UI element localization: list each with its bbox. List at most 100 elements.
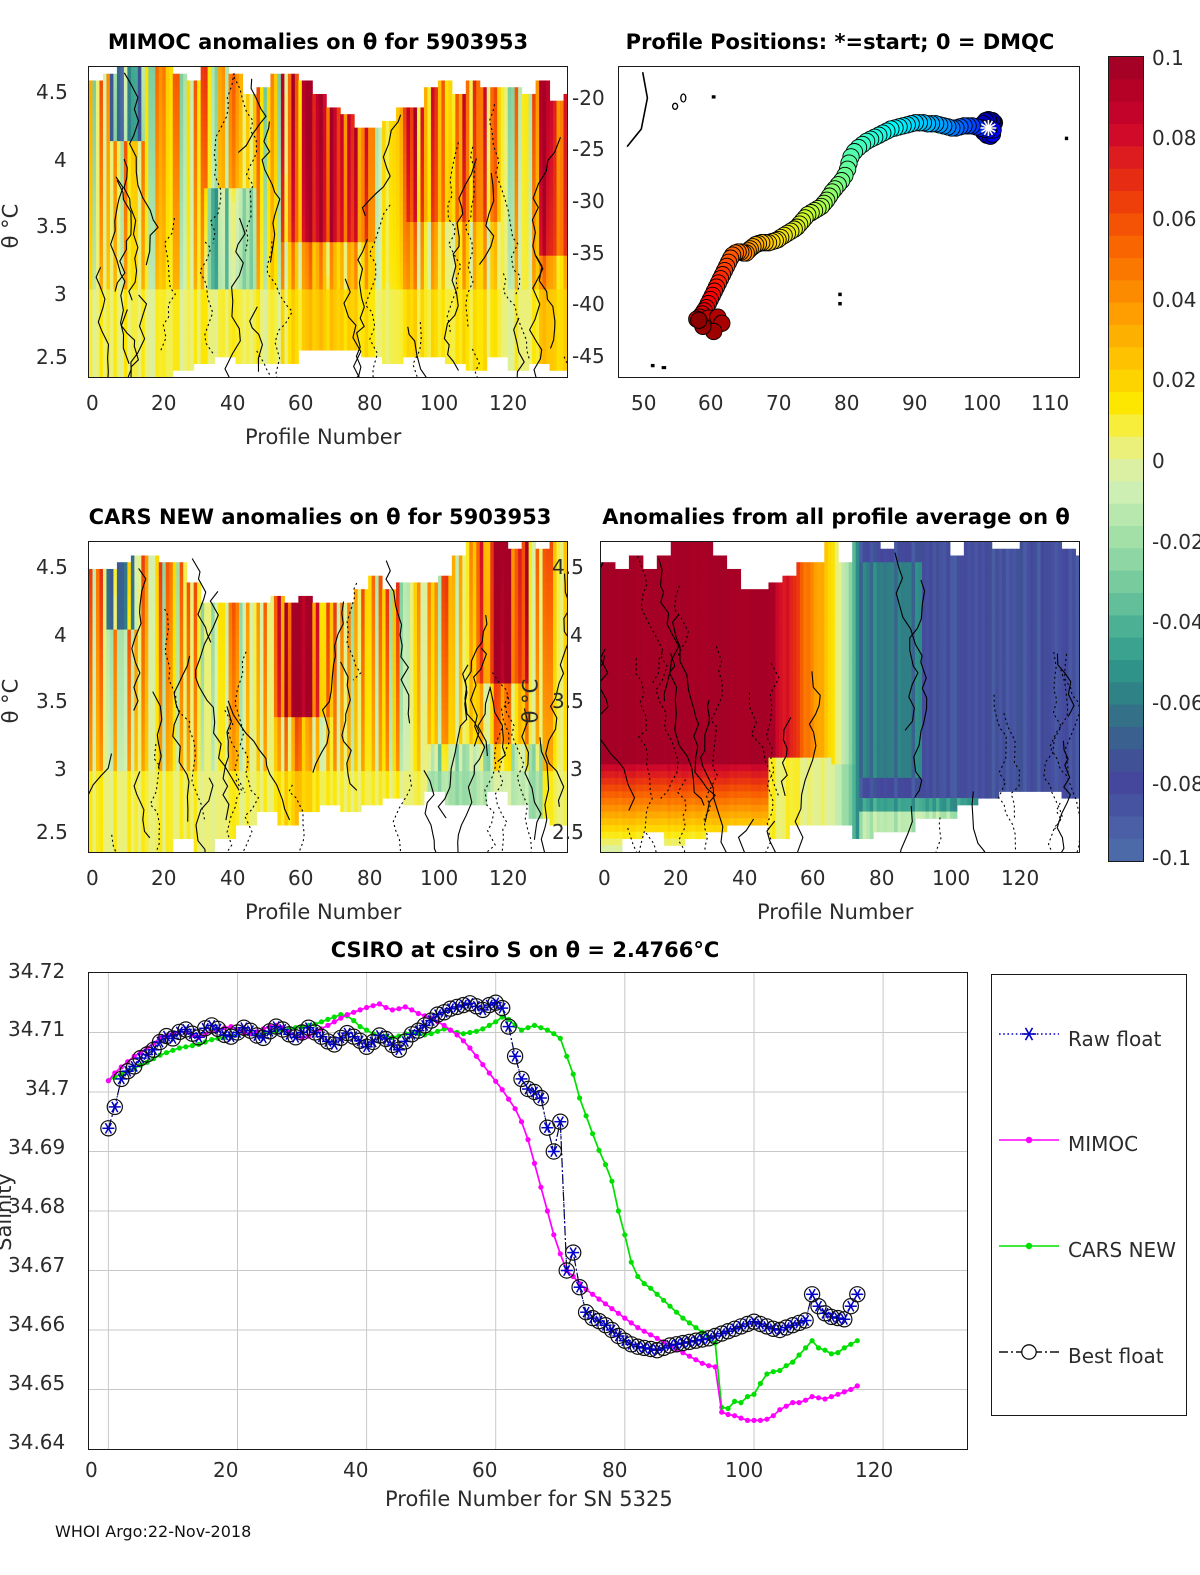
legend-samples [999, 1027, 1059, 1360]
panel4-title: Anomalies from all profile average on θ [602, 505, 1070, 529]
panel5-ytick: 34.69 [8, 1135, 66, 1159]
colorbar-tick: 0.06 [1152, 207, 1197, 231]
panel5-ytick: 34.64 [8, 1430, 66, 1454]
panel3-axes [88, 541, 568, 853]
panel1-xtick: 20 [151, 391, 177, 415]
panel4-heatmap [601, 542, 1079, 852]
panel1-xlabel: Profile Number [245, 425, 402, 449]
panel5-xtick: 0 [85, 1458, 98, 1482]
panel2-ytick: -20 [572, 86, 605, 110]
panel4-xtick: 100 [932, 866, 971, 890]
panel4-ylabel: θ °C [518, 678, 543, 724]
panel4-xtick: 120 [1001, 866, 1040, 890]
panel2-xtick: 110 [1031, 391, 1070, 415]
panel3-xtick: 120 [489, 866, 528, 890]
panel5-xlabel: Profile Number for SN 5325 [385, 1487, 673, 1511]
colorbar-tick: 0.04 [1152, 288, 1197, 312]
legend-label-cars-new[interactable]: CARS NEW [1068, 1238, 1176, 1262]
panel4-ytick: 4 [570, 623, 583, 647]
panel4-xtick: 0 [598, 866, 611, 890]
panel2-xtick: 90 [902, 391, 928, 415]
panel4-ytick: 3.5 [552, 689, 584, 713]
panel1-ytick: 2.5 [36, 345, 68, 369]
colorbar [1108, 56, 1144, 862]
panel4-ytick: 2.5 [552, 820, 584, 844]
panel5-ytick: 34.65 [8, 1371, 66, 1395]
panel4-xtick: 40 [732, 866, 758, 890]
panel2-title: Profile Positions: *=start; 0 = DMQC [625, 30, 1055, 54]
panel5-ylabel: Salinity [0, 1173, 16, 1251]
panel3-heatmap [89, 542, 567, 852]
panel2-ytick: -45 [572, 344, 605, 368]
panel3-xtick: 20 [151, 866, 177, 890]
panel2-xtick: 50 [631, 391, 657, 415]
panel5-xtick: 120 [855, 1458, 894, 1482]
panel5-ytick: 34.72 [8, 959, 66, 983]
panel5-xtick: 100 [725, 1458, 764, 1482]
panel2-ytick: -25 [572, 137, 605, 161]
panel5-ytick: 34.66 [8, 1312, 66, 1336]
panel3-xtick: 100 [420, 866, 459, 890]
legend-label-raw-float[interactable]: Raw float [1068, 1027, 1162, 1051]
panel5-axes [88, 972, 968, 1450]
panel5-title: CSIRO at csiro S on θ = 2.4766°C [330, 938, 720, 962]
panel3-title: CARS NEW anomalies on θ for 5903953 [88, 505, 552, 529]
footer-stamp: WHOI Argo:22-Nov-2018 [55, 1522, 252, 1541]
panel4-xtick: 60 [800, 866, 826, 890]
panel1-xtick: 0 [86, 391, 99, 415]
panel3-ytick: 2.5 [36, 820, 68, 844]
panel4-axes [600, 541, 1080, 853]
panel2-xtick: 80 [834, 391, 860, 415]
panel3-ytick: 3 [54, 757, 67, 781]
panel1-ytick: 3.5 [36, 214, 68, 238]
panel5-lines [89, 973, 967, 1449]
panel3-xtick: 0 [86, 866, 99, 890]
panel2-ytick: -30 [572, 189, 605, 213]
panel3-xtick: 60 [288, 866, 314, 890]
panel1-xtick: 100 [420, 391, 459, 415]
panel2-xtick: 70 [766, 391, 792, 415]
colorbar-gradient [1109, 57, 1143, 861]
legend-box [991, 974, 1187, 1416]
legend-label-mimoc[interactable]: MIMOC [1068, 1132, 1139, 1156]
colorbar-tick: 0.02 [1152, 368, 1197, 392]
panel4-xtick: 20 [663, 866, 689, 890]
panel1-xtick: 80 [357, 391, 383, 415]
panel4-ytick: 4.5 [552, 555, 584, 579]
panel3-ylabel: θ °C [0, 678, 23, 724]
colorbar-tick: 0 [1152, 449, 1165, 473]
panel1-xtick: 60 [288, 391, 314, 415]
colorbar-tick: -0.08 [1152, 772, 1200, 796]
panel1-axes [88, 66, 568, 378]
panel5-ytick: 34.71 [8, 1017, 66, 1041]
colorbar-tick: -0.1 [1152, 846, 1192, 870]
panel1-title: MIMOC anomalies on θ for 5903953 [107, 30, 529, 54]
panel5-xtick: 80 [602, 1458, 628, 1482]
panel2-map [626, 72, 1069, 370]
panel2-xtick: 60 [698, 391, 724, 415]
legend-label-best-float[interactable]: Best float [1068, 1344, 1164, 1368]
panel1-ytick: 4 [54, 148, 67, 172]
colorbar-tick: 0.08 [1152, 126, 1197, 150]
panel3-xlabel: Profile Number [245, 900, 402, 924]
colorbar-tick: -0.02 [1152, 530, 1200, 554]
panel5-ytick: 34.68 [8, 1194, 66, 1218]
panel2-xtick: 100 [963, 391, 1002, 415]
panel3-xtick: 40 [220, 866, 246, 890]
colorbar-tick: 0.1 [1152, 46, 1184, 70]
panel3-ytick: 3.5 [36, 689, 68, 713]
panel2-ytick: -40 [572, 292, 605, 316]
panel4-xtick: 80 [869, 866, 895, 890]
panel3-xtick: 80 [357, 866, 383, 890]
panel1-heatmap [89, 67, 567, 377]
panel5-ytick: 34.67 [8, 1253, 66, 1277]
colorbar-tick: -0.06 [1152, 691, 1200, 715]
panel1-ytick: 3 [54, 282, 67, 306]
panel1-ytick: 4.5 [36, 80, 68, 104]
panel5-xtick: 60 [472, 1458, 498, 1482]
panel1-ylabel: θ °C [0, 203, 23, 249]
panel3-ytick: 4.5 [36, 555, 68, 579]
panel2-ytick: -35 [572, 241, 605, 265]
panel5-ytick: 34.7 [25, 1076, 70, 1100]
